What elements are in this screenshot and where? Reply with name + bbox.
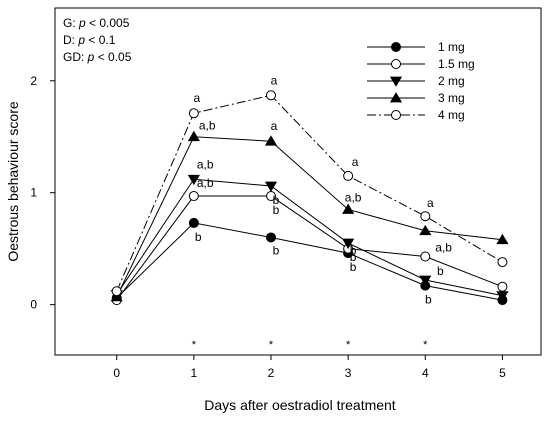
legend-entry: 1 mg <box>367 40 465 54</box>
marker-open-circle <box>111 286 122 297</box>
marker-triangle-down <box>496 291 509 302</box>
marker-open-circle <box>497 281 508 292</box>
y-axis-title: Oestrous behaviour score <box>5 101 21 262</box>
annotation-letter: a <box>427 196 434 210</box>
annotation-letter: a <box>352 155 359 169</box>
marker-open-circle <box>391 110 401 120</box>
series-4-mg <box>111 90 508 297</box>
legend-label: 3 mg <box>438 91 465 105</box>
marker-open-circle <box>188 191 199 202</box>
legend-entry: 2 mg <box>367 74 465 88</box>
x-tick-label: 0 <box>113 366 120 380</box>
annotation-letter: a <box>271 119 278 133</box>
x-tick-label: 3 <box>345 366 352 380</box>
y-tick-label: 1 <box>30 186 37 200</box>
marker-filled-circle <box>391 42 401 52</box>
annotation-letter: b <box>350 250 357 264</box>
annotation-letter: a,b <box>345 190 362 204</box>
marker-triangle-up <box>264 135 278 146</box>
legend-label: 1 mg <box>438 40 465 54</box>
annotation-letter: b <box>350 244 357 258</box>
significance-star: * <box>269 339 274 351</box>
annotation-letter: b <box>273 243 280 257</box>
x-tick-label: 4 <box>422 366 429 380</box>
series-group <box>110 90 509 306</box>
annotation-letter: b <box>350 260 357 274</box>
significance-star: * <box>192 339 197 351</box>
marker-triangle-up <box>187 130 200 142</box>
legend-entry: 1.5 mg <box>367 57 475 71</box>
x-axis-title: Days after oestradiol treatment <box>204 397 396 413</box>
marker-triangle-up <box>389 92 403 103</box>
annotation-letter: a,b <box>197 157 214 171</box>
marker-open-circle <box>497 257 508 268</box>
significance-star: * <box>346 339 351 351</box>
stats-block: G: p < 0.005 D: p < 0.1 GD: p < 0.05 <box>63 16 132 64</box>
series-line <box>116 222 503 301</box>
significance-star: * <box>423 339 428 351</box>
series-1-mg <box>111 217 508 306</box>
series-3-mg <box>110 130 509 302</box>
marker-triangle-up <box>496 233 509 245</box>
marker-triangle-down <box>389 76 403 87</box>
marker-filled-circle <box>266 232 276 243</box>
annotation-letter: b <box>273 193 280 207</box>
series-line <box>116 195 503 301</box>
stats-line: GD: p < 0.05 <box>63 50 132 64</box>
marker-triangle-up <box>419 224 432 236</box>
stats-line: D: p < 0.1 <box>63 33 116 47</box>
marker-triangle-down <box>342 238 355 249</box>
marker-open-circle <box>343 170 354 181</box>
legend-label: 1.5 mg <box>438 57 475 71</box>
marker-open-circle <box>188 108 199 119</box>
annotation-letter: a,b <box>435 240 452 254</box>
marker-open-circle <box>266 90 276 101</box>
annotation-letter: a,b <box>199 119 216 133</box>
marker-open-circle <box>420 251 431 262</box>
annotation-letter: b <box>437 264 444 278</box>
x-tick-label: 1 <box>191 366 198 380</box>
plot-frame <box>54 7 542 356</box>
annotation-letter: a,b <box>197 176 214 190</box>
legend-label: 4 mg <box>438 108 465 122</box>
x-tick-label: 2 <box>268 366 275 380</box>
series-2-mg <box>110 174 509 302</box>
legend-label: 2 mg <box>438 74 465 88</box>
legend-entry: 4 mg <box>367 108 465 122</box>
series-line <box>116 94 503 292</box>
series-line <box>116 136 503 298</box>
stats-line: G: p < 0.005 <box>63 16 130 30</box>
legend: 1 mg 1.5 mg 2 mg 3 mg 4 mg <box>367 40 475 122</box>
axes: 0 1 2 3 4 5 0 1 2 <box>30 7 542 380</box>
x-tick-label: 5 <box>499 366 506 380</box>
marker-open-circle <box>391 59 401 69</box>
marker-triangle-up <box>110 290 123 302</box>
annotation-letter: b <box>195 230 202 244</box>
annotation-letter: a <box>194 91 201 105</box>
series-line <box>116 178 503 297</box>
marker-open-circle <box>420 211 431 222</box>
marker-filled-circle <box>188 217 199 228</box>
y-tick-label: 0 <box>30 298 37 312</box>
annotation-letter: b <box>425 293 432 307</box>
annotation-letter: b <box>273 203 280 217</box>
marker-triangle-down <box>419 275 432 286</box>
annotation-letter: a <box>271 73 278 87</box>
y-tick-label: 2 <box>30 74 37 88</box>
legend-entry: 3 mg <box>367 91 465 105</box>
marker-triangle-up <box>342 203 355 214</box>
marker-triangle-down <box>264 181 278 192</box>
marker-triangle-down <box>187 174 200 186</box>
